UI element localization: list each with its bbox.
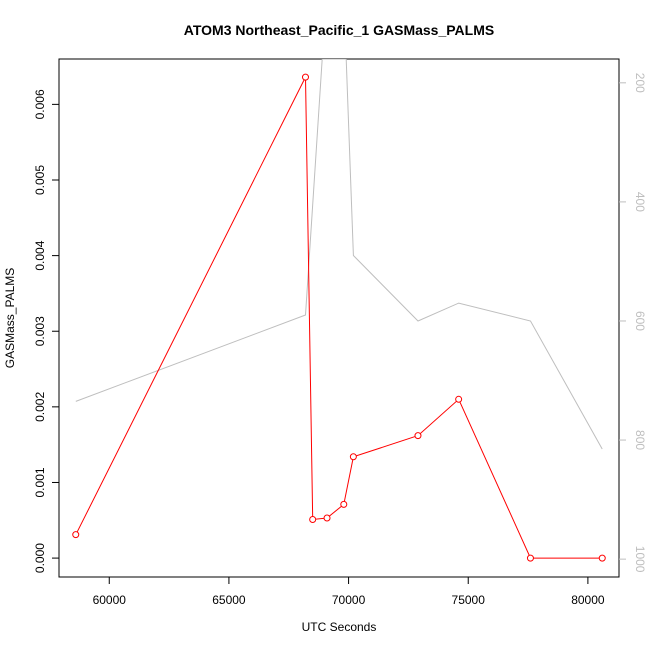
x-tick-label: 70000 [332, 593, 366, 607]
data-point [598, 554, 606, 562]
series-layer [72, 59, 606, 562]
chart-title: ATOM3 Northeast_Pacific_1 GASMass_PALMS [184, 22, 494, 38]
y2-tick-label: 600 [633, 311, 647, 331]
y2-tick-label: 800 [633, 430, 647, 450]
x-tick-label: 80000 [571, 593, 605, 607]
gasmass-line [75, 76, 603, 559]
y-tick-label: 0.001 [33, 467, 47, 497]
y-axis: 0.000 0.001 0.002 0.003 0.004 0.005 0.006 [33, 89, 59, 573]
y-tick-label: 0.005 [33, 165, 47, 195]
data-point [340, 500, 348, 508]
data-point [455, 395, 463, 403]
y-tick-label: 0.003 [33, 316, 47, 346]
y-tick-label: 0.006 [33, 89, 47, 119]
y2-tick-label: 400 [633, 192, 647, 212]
x-tick-label: 65000 [212, 593, 246, 607]
y2-tick-label: 200 [633, 73, 647, 93]
data-point [414, 432, 422, 440]
data-point [309, 516, 317, 524]
plot-area-frame [58, 58, 620, 578]
data-point [301, 73, 309, 81]
x-axis-title: UTC Seconds [302, 620, 377, 634]
secondary-y-axis: 200 400 600 800 1000 [619, 73, 647, 573]
y-tick-label: 0.002 [33, 392, 47, 422]
y-tick-label: 0.004 [33, 240, 47, 270]
y-tick-label: 0.000 [33, 543, 47, 573]
pressure-line [75, 59, 603, 450]
y-axis-title: GASMass_PALMS [3, 268, 17, 368]
x-tick-label: 60000 [93, 593, 127, 607]
data-point [349, 453, 357, 461]
data-point [526, 554, 534, 562]
data-point [323, 514, 331, 522]
x-tick-label: 75000 [452, 593, 486, 607]
data-point [72, 531, 80, 539]
y2-tick-label: 1000 [633, 546, 647, 573]
x-axis: 60000 65000 70000 75000 80000 [93, 577, 605, 607]
